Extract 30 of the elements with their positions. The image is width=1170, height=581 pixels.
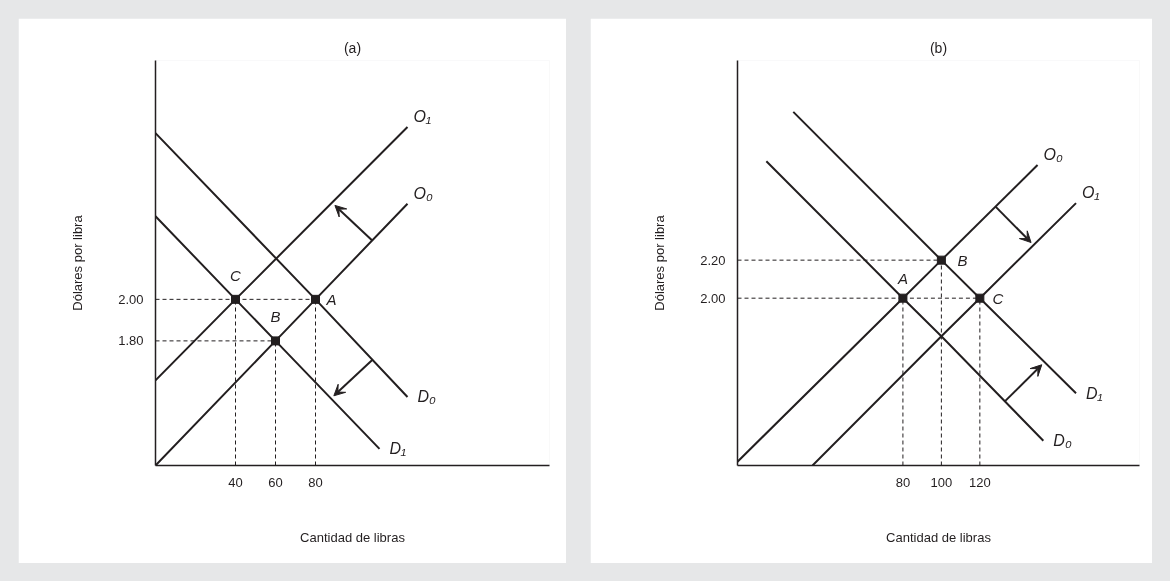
series-label: O₁	[413, 107, 431, 125]
y-tick-label: 1.80	[118, 333, 144, 349]
annotation: C	[230, 266, 242, 284]
x-tick-label: 100	[930, 474, 953, 490]
annotation: B	[270, 308, 281, 326]
series-label: O₀	[413, 184, 433, 202]
y-tick-label: 2.00	[700, 290, 726, 306]
series-label: D₀	[1053, 432, 1072, 450]
series-label: O₁	[1082, 184, 1100, 202]
annotation: A	[325, 290, 337, 308]
series-label: D₀	[417, 388, 437, 406]
series-label: D₁	[1086, 384, 1103, 402]
x-tick-label: 60	[268, 474, 283, 490]
series-label: O₀	[1043, 146, 1063, 164]
annotation: A	[896, 269, 908, 287]
annotation: B	[957, 251, 968, 269]
y-tick-label: 2.20	[700, 252, 726, 268]
x-tick-label: 80	[895, 474, 911, 490]
y-axis-title: Dólares por libra	[652, 214, 668, 311]
x-axis-title: Cantidad de libras	[300, 529, 406, 545]
annotation: C	[992, 289, 1004, 307]
chart-title: (b)	[929, 39, 948, 56]
y-tick-label: 2.00	[118, 291, 144, 307]
chart-title: (a)	[343, 39, 362, 56]
x-axis-title: Cantidad de libras	[886, 529, 992, 545]
x-tick-label: 120	[969, 474, 991, 490]
x-tick-label: 40	[228, 474, 243, 490]
y-axis-title: Dólares por libra	[70, 214, 86, 311]
series-label: D₁	[389, 440, 407, 458]
x-tick-label: 80	[308, 474, 323, 490]
